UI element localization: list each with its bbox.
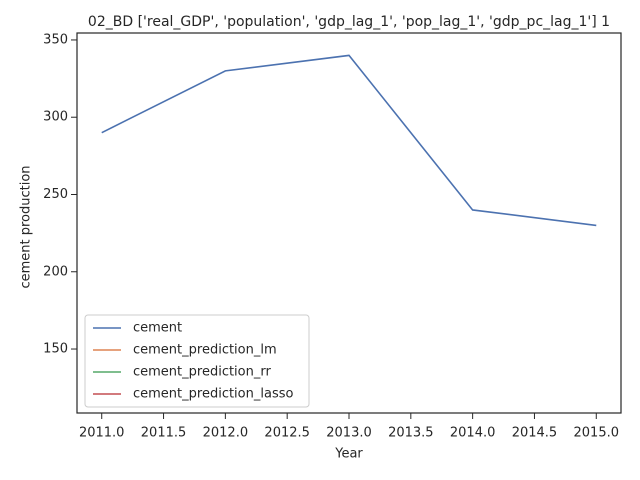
legend-label: cement_prediction_lasso — [133, 387, 293, 402]
x-tick-label: 2013.5 — [388, 426, 434, 441]
x-tick-label: 2013.0 — [326, 426, 372, 441]
plot-frame — [76, 32, 622, 414]
x-axis-label: Year — [334, 447, 363, 462]
x-tick-label: 2012.0 — [203, 426, 249, 441]
y-tick-label: 150 — [43, 342, 68, 357]
x-tick-label: 2015.0 — [574, 426, 620, 441]
x-tick-label: 2011.0 — [79, 426, 125, 441]
legend-label: cement_prediction_rr — [133, 365, 271, 380]
legend-label: cement_prediction_lm — [133, 343, 277, 358]
y-tick-label: 250 — [43, 187, 68, 202]
x-tick-label: 2012.5 — [264, 426, 310, 441]
y-axis-label: cement production — [19, 165, 34, 288]
y-tick-label: 300 — [43, 110, 68, 125]
x-tick-label: 2014.0 — [450, 426, 496, 441]
y-tick-label: 350 — [43, 32, 68, 47]
legend-box — [84, 314, 310, 408]
line-series — [101, 54, 597, 227]
x-tick-label: 2011.5 — [141, 426, 187, 441]
legend-label: cement — [133, 321, 182, 336]
chart-title: 02_BD ['real_GDP', 'population', 'gdp_la… — [88, 14, 610, 30]
y-tick-label: 200 — [43, 264, 68, 279]
x-tick-label: 2014.5 — [512, 426, 558, 441]
